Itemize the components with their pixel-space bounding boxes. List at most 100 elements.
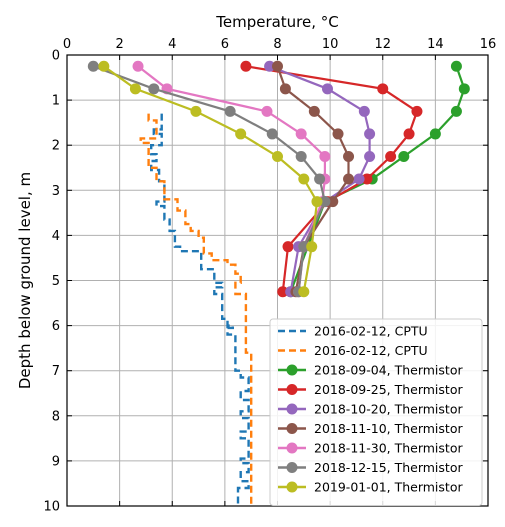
legend-label: 2018-09-25, Thermistor bbox=[314, 382, 463, 397]
legend-marker bbox=[286, 462, 298, 473]
legend-marker bbox=[286, 384, 298, 395]
y-tick-label: 7 bbox=[52, 364, 60, 379]
legend-label: 2018-11-10, Thermistor bbox=[314, 421, 463, 436]
data-point bbox=[298, 173, 310, 185]
x-tick-label: 12 bbox=[374, 37, 391, 52]
data-point bbox=[358, 105, 370, 117]
y-tick-label: 0 bbox=[52, 49, 60, 64]
data-point bbox=[319, 150, 331, 162]
y-tick-label: 1 bbox=[52, 94, 60, 109]
data-point bbox=[429, 128, 441, 140]
data-point bbox=[353, 173, 365, 185]
data-point bbox=[264, 60, 276, 72]
data-point bbox=[403, 128, 415, 140]
series-4 bbox=[240, 60, 423, 298]
legend-label: 2019-01-01, Thermistor bbox=[314, 480, 463, 495]
x-tick-label: 6 bbox=[221, 37, 229, 52]
legend-item: 2018-11-10, Thermistor bbox=[278, 421, 463, 436]
data-point bbox=[295, 128, 307, 140]
series-line bbox=[139, 113, 253, 506]
data-point bbox=[332, 128, 344, 140]
data-point bbox=[235, 128, 247, 140]
legend-marker bbox=[286, 364, 298, 376]
legend-marker bbox=[286, 423, 298, 434]
data-point bbox=[306, 241, 318, 253]
x-tick-label: 14 bbox=[427, 37, 444, 52]
data-point bbox=[277, 286, 289, 298]
legend-item: 2018-11-30, Thermistor bbox=[278, 441, 463, 456]
legend-label: 2018-11-30, Thermistor bbox=[314, 441, 463, 456]
data-point bbox=[377, 83, 389, 95]
data-point bbox=[314, 173, 326, 185]
data-point bbox=[87, 60, 99, 72]
y-tick-label: 10 bbox=[43, 500, 60, 515]
y-tick-label: 3 bbox=[52, 184, 60, 199]
data-point bbox=[385, 150, 397, 162]
data-point bbox=[132, 60, 144, 72]
data-point bbox=[129, 83, 141, 95]
data-point bbox=[224, 105, 236, 117]
x-tick-label: 0 bbox=[63, 37, 71, 52]
legend-item: 2018-09-04, Thermistor bbox=[278, 363, 463, 378]
data-point bbox=[98, 60, 110, 72]
x-axis-title: Temperature, °C bbox=[215, 13, 339, 31]
data-point bbox=[343, 150, 355, 162]
data-point bbox=[261, 105, 273, 117]
legend-marker bbox=[286, 481, 298, 493]
legend-marker bbox=[286, 403, 298, 415]
data-point bbox=[279, 83, 291, 95]
data-point bbox=[361, 173, 373, 185]
legend-item: 2018-12-15, Thermistor bbox=[278, 460, 463, 475]
data-point bbox=[364, 128, 376, 140]
legend-item: 2016-02-12, CPTU bbox=[278, 324, 428, 339]
legend-label: 2016-02-12, CPTU bbox=[314, 343, 428, 358]
data-point bbox=[240, 60, 252, 72]
legend-label: 2018-12-15, Thermistor bbox=[314, 460, 463, 475]
legend-label: 2018-09-04, Thermistor bbox=[314, 363, 463, 378]
legend-item: 2018-09-25, Thermistor bbox=[278, 382, 463, 397]
series-9 bbox=[98, 60, 323, 298]
legend-item: 2019-01-01, Thermistor bbox=[278, 480, 463, 495]
data-point bbox=[190, 105, 202, 117]
data-point bbox=[450, 60, 462, 72]
data-point bbox=[364, 150, 376, 162]
series-layer bbox=[87, 60, 470, 506]
x-tick-label: 2 bbox=[115, 37, 123, 52]
data-point bbox=[282, 241, 294, 253]
data-point bbox=[398, 150, 410, 162]
legend-marker bbox=[286, 442, 298, 454]
data-point bbox=[266, 128, 278, 140]
legend-item: 2018-10-20, Thermistor bbox=[278, 402, 463, 417]
y-axis-title: Depth below ground level, m bbox=[16, 172, 34, 389]
x-tick-label: 16 bbox=[480, 37, 497, 52]
series-8 bbox=[87, 60, 331, 298]
legend-label: 2016-02-12, CPTU bbox=[314, 324, 428, 339]
data-point bbox=[319, 196, 331, 208]
y-tick-label: 9 bbox=[52, 454, 60, 469]
data-point bbox=[148, 83, 160, 95]
data-point bbox=[343, 173, 355, 185]
data-point bbox=[450, 105, 462, 117]
legend: 2016-02-12, CPTU 2016-02-12, CPTU 2018-09-… bbox=[269, 318, 483, 506]
series-6 bbox=[272, 60, 355, 298]
legend-box bbox=[269, 318, 483, 506]
y-tick-label: 5 bbox=[52, 274, 60, 289]
data-point bbox=[308, 105, 320, 117]
data-point bbox=[458, 83, 470, 95]
series-1 bbox=[149, 113, 250, 506]
x-tick-label: 8 bbox=[273, 37, 281, 52]
data-point bbox=[411, 105, 423, 117]
data-point bbox=[272, 60, 283, 72]
x-tick-label: 10 bbox=[322, 37, 339, 52]
series-3 bbox=[285, 60, 470, 298]
y-tick-label: 8 bbox=[52, 409, 60, 424]
y-tick-label: 6 bbox=[52, 319, 60, 334]
legend-label: 2018-10-20, Thermistor bbox=[314, 402, 463, 417]
series-line bbox=[149, 113, 250, 506]
legend-item: 2016-02-12, CPTU bbox=[278, 343, 428, 358]
data-point bbox=[311, 196, 323, 208]
y-tick-label: 2 bbox=[52, 139, 60, 154]
data-point bbox=[272, 150, 283, 162]
